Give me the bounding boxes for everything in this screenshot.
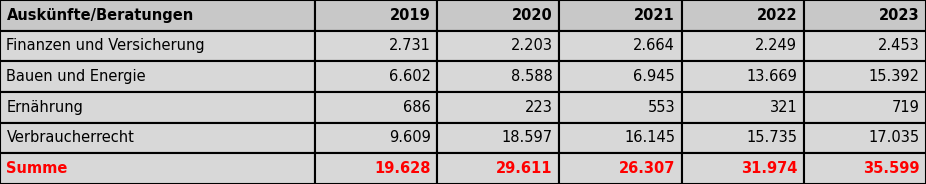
Text: 719: 719 — [892, 100, 920, 115]
Text: Finanzen und Versicherung: Finanzen und Versicherung — [6, 38, 205, 54]
Text: 35.599: 35.599 — [863, 161, 920, 176]
Text: 223: 223 — [525, 100, 553, 115]
Text: 29.611: 29.611 — [496, 161, 553, 176]
Bar — [315, 123, 437, 153]
Bar — [682, 123, 804, 153]
Bar — [804, 61, 926, 92]
Text: 13.669: 13.669 — [746, 69, 797, 84]
Text: 2.249: 2.249 — [756, 38, 797, 54]
Text: 8.588: 8.588 — [511, 69, 553, 84]
Bar — [682, 153, 804, 184]
Bar — [0, 61, 315, 92]
Bar — [804, 31, 926, 61]
Text: 2019: 2019 — [390, 8, 431, 23]
Bar — [437, 61, 559, 92]
Text: 2.453: 2.453 — [878, 38, 920, 54]
Text: Summe: Summe — [6, 161, 68, 176]
Bar — [315, 31, 437, 61]
Text: 19.628: 19.628 — [374, 161, 431, 176]
Text: 321: 321 — [770, 100, 797, 115]
Bar — [682, 31, 804, 61]
Bar — [559, 153, 682, 184]
Text: Ernährung: Ernährung — [6, 100, 83, 115]
Bar — [0, 31, 315, 61]
Text: 9.609: 9.609 — [389, 130, 431, 146]
Bar — [804, 0, 926, 31]
Text: 31.974: 31.974 — [741, 161, 797, 176]
Text: Verbraucherrecht: Verbraucherrecht — [6, 130, 134, 146]
Bar — [559, 0, 682, 31]
Bar — [804, 92, 926, 123]
Bar — [804, 153, 926, 184]
Text: 6.602: 6.602 — [389, 69, 431, 84]
Bar — [437, 123, 559, 153]
Bar — [0, 153, 315, 184]
Text: 15.735: 15.735 — [746, 130, 797, 146]
Bar — [682, 92, 804, 123]
Bar — [559, 31, 682, 61]
Text: 2023: 2023 — [879, 8, 920, 23]
Bar — [559, 61, 682, 92]
Text: Auskünfte/Beratungen: Auskünfte/Beratungen — [6, 8, 194, 23]
Bar — [437, 153, 559, 184]
Bar — [315, 153, 437, 184]
Bar — [0, 92, 315, 123]
Bar — [0, 123, 315, 153]
Bar — [437, 31, 559, 61]
Bar — [559, 123, 682, 153]
Text: 553: 553 — [647, 100, 675, 115]
Bar — [559, 92, 682, 123]
Text: 18.597: 18.597 — [502, 130, 553, 146]
Text: 16.145: 16.145 — [624, 130, 675, 146]
Text: 17.035: 17.035 — [869, 130, 920, 146]
Bar — [437, 92, 559, 123]
Bar — [315, 92, 437, 123]
Text: 15.392: 15.392 — [869, 69, 920, 84]
Text: 2022: 2022 — [757, 8, 797, 23]
Bar — [682, 0, 804, 31]
Bar — [0, 0, 315, 31]
Text: 2.731: 2.731 — [389, 38, 431, 54]
Bar — [804, 123, 926, 153]
Bar — [682, 61, 804, 92]
Text: 26.307: 26.307 — [619, 161, 675, 176]
Text: Bauen und Energie: Bauen und Energie — [6, 69, 146, 84]
Bar — [315, 61, 437, 92]
Text: 2020: 2020 — [512, 8, 553, 23]
Bar — [315, 0, 437, 31]
Text: 2021: 2021 — [634, 8, 675, 23]
Text: 2.203: 2.203 — [511, 38, 553, 54]
Text: 6.945: 6.945 — [633, 69, 675, 84]
Text: 2.664: 2.664 — [633, 38, 675, 54]
Text: 686: 686 — [403, 100, 431, 115]
Bar — [437, 0, 559, 31]
